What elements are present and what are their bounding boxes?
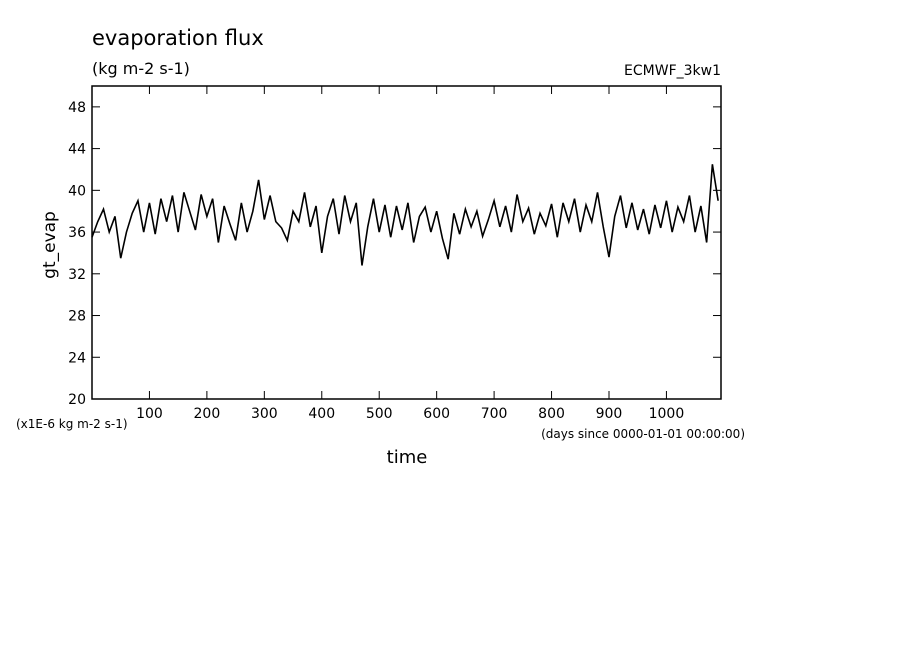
x-tick-label: 1000 bbox=[649, 406, 685, 422]
x-tick-label: 800 bbox=[538, 406, 565, 422]
x-tick-label: 600 bbox=[423, 406, 450, 422]
x-tick-label: 400 bbox=[308, 406, 335, 422]
y-tick-label: 28 bbox=[68, 309, 86, 325]
y-tick-label: 24 bbox=[68, 350, 86, 366]
x-axis-label: time bbox=[387, 447, 428, 468]
y-tick-label: 44 bbox=[68, 142, 86, 158]
plot-frame bbox=[91, 85, 722, 400]
chart-subtitle: (kg m-2 s-1) bbox=[92, 59, 190, 78]
x-tick-label: 900 bbox=[596, 406, 623, 422]
data-line bbox=[91, 164, 719, 266]
x-tick-label: 700 bbox=[481, 406, 508, 422]
annotation: ECMWF_3kw1 bbox=[624, 63, 721, 79]
x-tick-label: 200 bbox=[194, 406, 221, 422]
y-tick-label: 20 bbox=[68, 392, 86, 408]
y-tick-label: 48 bbox=[68, 100, 86, 116]
y-axis-label: gt_evap bbox=[40, 211, 60, 279]
y-tick-label: 40 bbox=[68, 183, 86, 199]
chart-title: evaporation flux bbox=[92, 26, 264, 50]
y-tick-label: 36 bbox=[68, 225, 86, 241]
y-axis-unit: (x1E-6 kg m-2 s-1) bbox=[16, 417, 128, 431]
x-tick-label: 100 bbox=[136, 406, 163, 422]
x-tick-label: 500 bbox=[366, 406, 393, 422]
x-axis-unit: (days since 0000-01-01 00:00:00) bbox=[541, 427, 745, 441]
x-tick-label: 300 bbox=[251, 406, 278, 422]
y-tick-label: 32 bbox=[68, 267, 86, 283]
